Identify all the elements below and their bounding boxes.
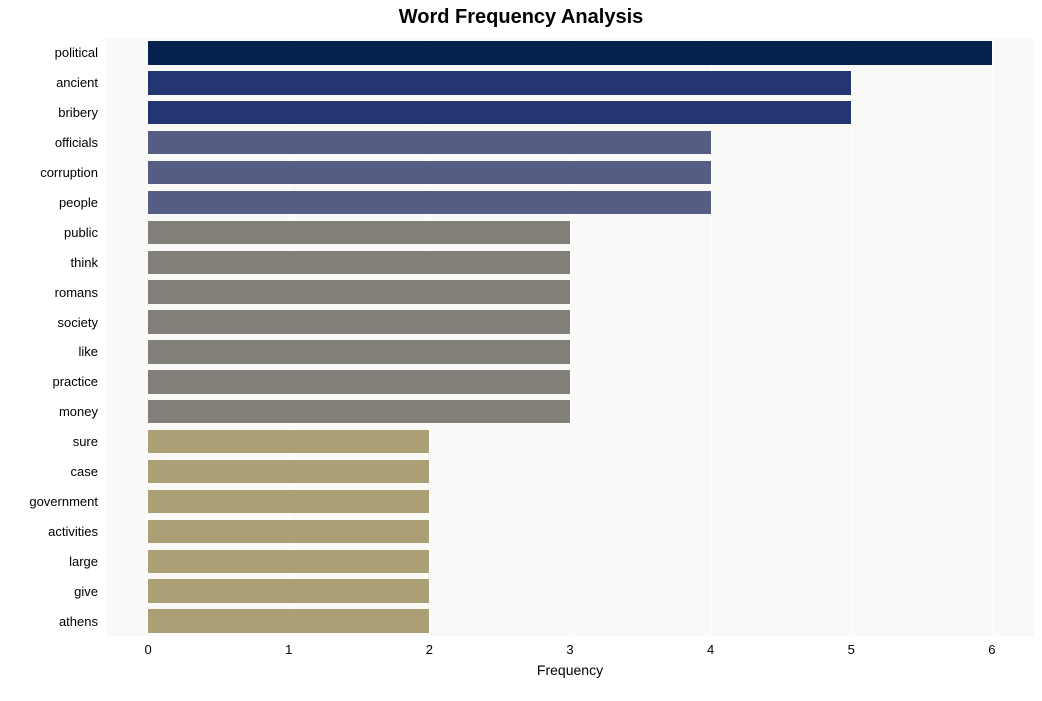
x-tick-label: 2 [426,642,433,657]
x-tick-label: 0 [145,642,152,657]
y-tick-label: like [0,337,102,367]
bar [148,460,429,483]
bar [148,131,710,154]
bar [148,490,429,513]
y-tick-label: case [0,457,102,487]
y-tick-label: sure [0,427,102,457]
y-axis-labels: politicalancientbriberyofficialscorrupti… [0,38,102,636]
gridline [429,38,430,636]
chart-title: Word Frequency Analysis [0,6,1042,29]
y-tick-label: public [0,217,102,247]
bar [148,191,710,214]
bar [148,71,851,94]
x-tick-label: 6 [988,642,995,657]
y-tick-label: people [0,188,102,218]
x-tick-label: 4 [707,642,714,657]
x-tick-label: 1 [285,642,292,657]
y-tick-label: corruption [0,158,102,188]
y-tick-label: bribery [0,98,102,128]
y-tick-label: officials [0,128,102,158]
y-tick-label: political [0,38,102,68]
x-tick-label: 5 [848,642,855,657]
bar [148,101,851,124]
bar [148,41,992,64]
y-tick-label: give [0,576,102,606]
bar [148,579,429,602]
gridline [851,38,852,636]
y-tick-label: athens [0,606,102,636]
y-tick-label: activities [0,516,102,546]
bar [148,550,429,573]
bar [148,520,429,543]
gridline [289,38,290,636]
bar [148,280,570,303]
y-tick-label: think [0,247,102,277]
word-frequency-chart: Word Frequency Analysis politicalancient… [0,0,1042,701]
bar [148,251,570,274]
gridline [570,38,571,636]
bar [148,221,570,244]
y-tick-label: large [0,546,102,576]
y-tick-label: society [0,307,102,337]
plot-area [106,38,1034,636]
bar [148,400,570,423]
gridline [711,38,712,636]
bar [148,370,570,393]
bar [148,340,570,363]
y-tick-label: romans [0,277,102,307]
y-tick-label: money [0,397,102,427]
gridline [148,38,149,636]
gridline [992,38,993,636]
y-tick-label: practice [0,367,102,397]
bar [148,310,570,333]
x-tick-label: 3 [566,642,573,657]
bar [148,161,710,184]
bar [148,430,429,453]
y-tick-label: government [0,487,102,517]
y-tick-label: ancient [0,68,102,98]
x-axis-label: Frequency [106,662,1034,678]
bar [148,609,429,632]
